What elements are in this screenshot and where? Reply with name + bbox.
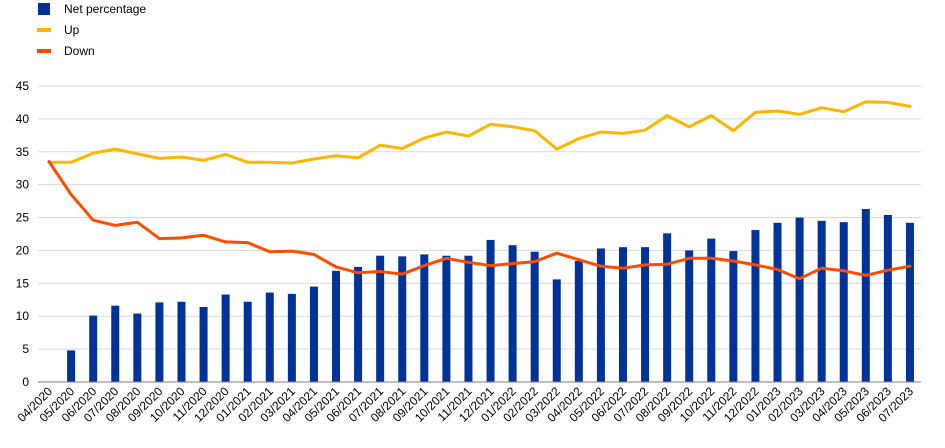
- bar-net-percentage: [376, 255, 385, 382]
- bar-net-percentage: [596, 248, 605, 382]
- bar-series-net-percentage: [67, 209, 914, 382]
- legend-label: Up: [64, 23, 80, 37]
- bar-net-percentage: [817, 220, 826, 382]
- y-tick-label: 15: [16, 276, 30, 290]
- bar-net-percentage: [354, 266, 363, 382]
- bar-net-percentage: [420, 254, 429, 382]
- y-tick-label: 25: [16, 211, 30, 225]
- y-tick-label: 45: [16, 79, 30, 93]
- chart-legend: Net percentage Up Down: [37, 2, 146, 58]
- bar-net-percentage: [663, 233, 672, 382]
- bar-net-percentage: [309, 286, 318, 382]
- bar-net-percentage: [265, 292, 274, 382]
- y-tick-label: 30: [16, 178, 30, 192]
- bar-net-percentage: [751, 230, 760, 382]
- bar-net-percentage: [287, 293, 296, 382]
- legend-label: Net percentage: [64, 2, 146, 16]
- line-up: [47, 100, 912, 165]
- bar-net-percentage: [883, 214, 892, 382]
- bar-net-percentage: [221, 294, 230, 382]
- bar-net-percentage: [199, 307, 208, 382]
- bar-net-percentage: [729, 251, 738, 382]
- bar-net-percentage: [155, 302, 164, 382]
- x-axis: 04/202005/202006/202007/202008/202009/20…: [15, 381, 921, 425]
- y-tick-label: 10: [16, 309, 30, 323]
- bar-net-percentage: [486, 239, 495, 382]
- bar-net-percentage: [530, 251, 539, 382]
- bar-net-percentage: [398, 256, 407, 382]
- y-tick-label: 40: [16, 112, 30, 126]
- bar-net-percentage: [67, 350, 76, 382]
- bar-net-percentage: [861, 209, 870, 382]
- bar-net-percentage: [839, 222, 848, 382]
- bar-net-percentage: [508, 245, 517, 382]
- bar-net-percentage: [641, 247, 650, 382]
- bar-net-percentage: [243, 301, 252, 382]
- bar-net-percentage: [685, 250, 694, 382]
- bar-net-percentage: [574, 260, 583, 382]
- y-tick-label: 0: [22, 375, 29, 389]
- y-axis: 0 5 10 15 20 25 30 35 40 45: [16, 79, 30, 389]
- bar-net-percentage: [795, 217, 804, 382]
- bar-net-percentage: [552, 279, 561, 382]
- legend-swatch-bar: [38, 3, 50, 15]
- legend-label: Down: [64, 44, 95, 58]
- bar-net-percentage: [133, 313, 142, 382]
- y-tick-label: 20: [16, 243, 30, 257]
- y-tick-label: 35: [16, 145, 30, 159]
- bar-net-percentage: [773, 222, 782, 382]
- bar-net-percentage: [618, 247, 627, 382]
- bar-net-percentage: [177, 301, 186, 382]
- bar-net-percentage: [111, 305, 120, 382]
- line-series-group: [47, 100, 912, 281]
- bar-net-percentage: [442, 255, 451, 382]
- bar-net-percentage: [905, 222, 914, 382]
- bar-net-percentage: [332, 270, 341, 382]
- y-tick-label: 5: [22, 342, 29, 356]
- bar-net-percentage: [89, 315, 98, 382]
- chart-grid: [38, 85, 921, 350]
- bar-net-percentage: [707, 238, 716, 382]
- bar-net-percentage: [464, 255, 473, 382]
- line-down: [47, 160, 912, 281]
